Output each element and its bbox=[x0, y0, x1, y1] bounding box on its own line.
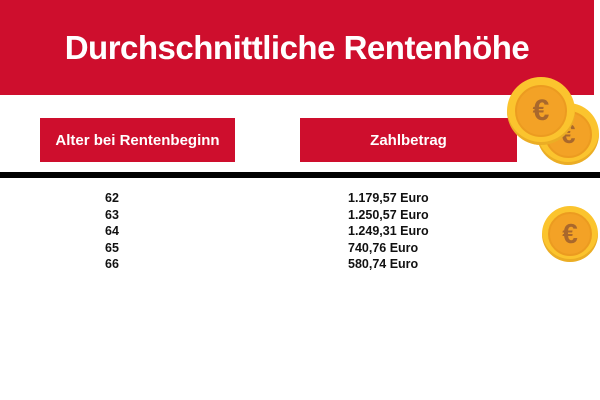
table-row: 64 1.249,31 Euro bbox=[105, 223, 525, 240]
euro-coin-icon: € bbox=[542, 206, 598, 262]
amount-cell: 1.249,31 Euro bbox=[348, 224, 429, 239]
amount-cell: 740,76 Euro bbox=[348, 240, 419, 255]
page-title: Durchschnittliche Rentenhöhe bbox=[64, 28, 530, 66]
age-cell: 64 bbox=[105, 224, 119, 239]
age-cell: 62 bbox=[105, 191, 119, 206]
column-header-amount-label: Zahlbetrag bbox=[370, 131, 447, 149]
pension-table: 62 1.179,57 Euro 63 1.250,57 Euro 64 1.2… bbox=[105, 190, 525, 273]
euro-symbol: € bbox=[548, 212, 592, 256]
divider-line bbox=[0, 172, 600, 178]
table-row: 65 740,76 Euro bbox=[105, 240, 525, 257]
euro-coin-icon: € bbox=[507, 77, 575, 145]
amount-cell: 1.250,57 Euro bbox=[348, 207, 429, 222]
amount-cell: 1.179,57 Euro bbox=[348, 191, 429, 206]
euro-symbol: € bbox=[515, 85, 567, 137]
column-header-amount: Zahlbetrag bbox=[300, 118, 517, 162]
amount-cell: 580,74 Euro bbox=[348, 257, 419, 272]
table-row: 63 1.250,57 Euro bbox=[105, 207, 525, 224]
age-cell: 63 bbox=[105, 207, 119, 222]
table-row: 66 580,74 Euro bbox=[105, 256, 525, 273]
age-cell: 65 bbox=[105, 240, 119, 255]
age-cell: 66 bbox=[105, 257, 119, 272]
column-header-age-label: Alter bei Rentenbeginn bbox=[55, 131, 220, 149]
table-row: 62 1.179,57 Euro bbox=[105, 190, 525, 207]
column-header-age: Alter bei Rentenbeginn bbox=[40, 118, 235, 162]
title-banner: Durchschnittliche Rentenhöhe bbox=[0, 0, 594, 95]
